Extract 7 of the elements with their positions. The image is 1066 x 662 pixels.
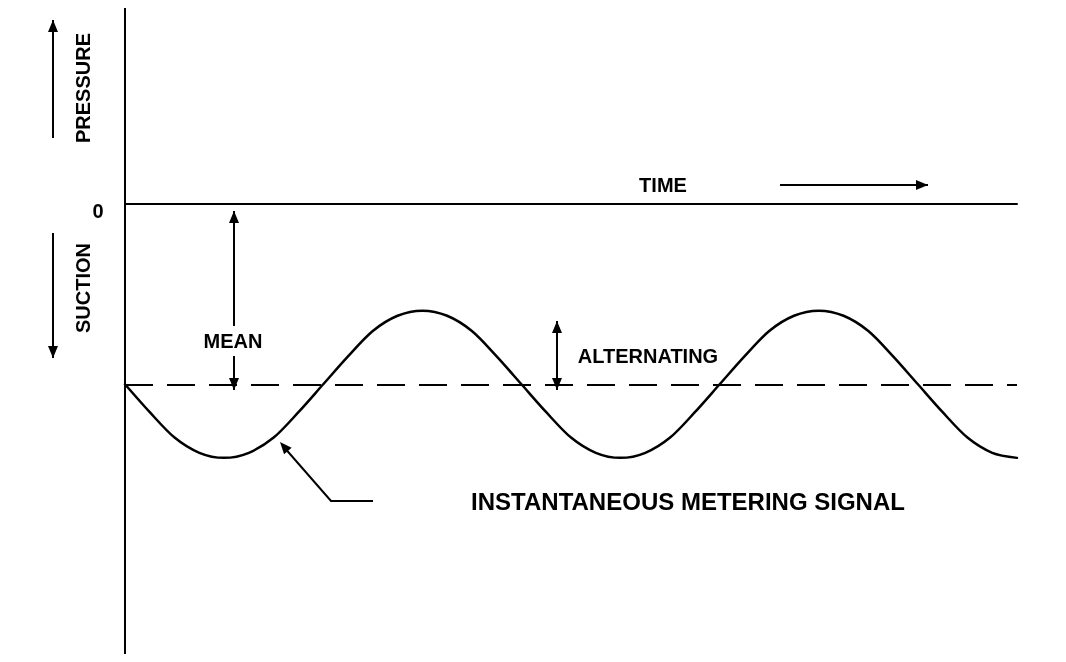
text: PRESSURE [72,32,94,144]
annotation: MEAN [203,330,263,352]
text: INSTANTANEOUS METERING SIGNAL [471,487,905,515]
text: TIME [639,174,687,196]
text: SUCTION [72,243,94,333]
annotation: ALTERNATING [577,345,719,367]
text: 0 [92,200,104,222]
